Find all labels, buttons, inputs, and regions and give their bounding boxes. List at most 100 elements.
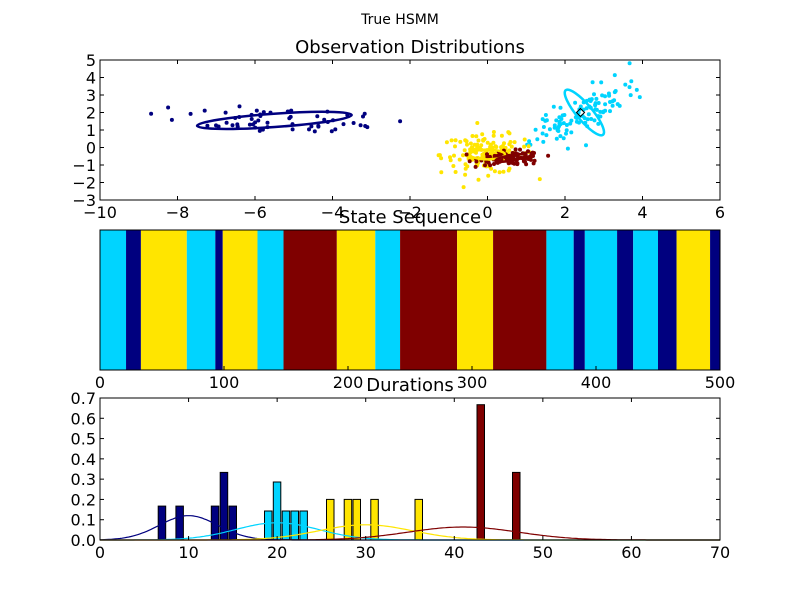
observation-point — [537, 177, 542, 182]
observation-point — [627, 61, 632, 66]
observation-point — [589, 117, 594, 121]
duration-bar — [370, 498, 379, 541]
observation-point — [463, 166, 468, 171]
observation-point — [509, 144, 514, 149]
observation-point — [543, 113, 548, 117]
observation-point — [558, 134, 563, 139]
observation-point — [561, 121, 566, 126]
observation-point — [527, 139, 532, 144]
observation-point — [309, 124, 314, 129]
observation-point — [254, 108, 259, 113]
observation-point — [444, 140, 449, 145]
state-sequence-axes-frame — [99, 229, 721, 371]
observation-point — [535, 137, 540, 142]
x-tick-label: 0 — [95, 373, 105, 392]
observation-point — [230, 123, 235, 128]
observation-point — [470, 134, 475, 138]
observation-point — [453, 144, 457, 149]
state-segment — [584, 230, 618, 370]
observation-point — [439, 156, 444, 161]
observation-point — [475, 142, 480, 147]
observation-point — [558, 105, 563, 110]
covariance-ellipse — [468, 148, 507, 161]
observation-point — [596, 101, 601, 105]
observation-point — [599, 80, 604, 85]
state-segment — [493, 230, 547, 370]
state-segment — [126, 230, 141, 370]
observation-point — [465, 142, 469, 147]
observation-point — [486, 160, 491, 165]
observation-point — [564, 123, 569, 127]
observation-point — [480, 132, 485, 137]
durations-panel: Durations 0 10 20 30 40 50 60 70 0.00.1 0.20.30.4… — [71, 375, 731, 562]
observation-point — [594, 107, 599, 112]
duration-bar — [175, 505, 184, 541]
observation-point — [499, 133, 504, 138]
x-tick-label: 300 — [457, 373, 488, 392]
observation-point — [482, 137, 487, 141]
observation-scatter-plot — [149, 61, 642, 190]
observation-point — [467, 159, 472, 164]
observation-point — [497, 170, 502, 175]
observation-point — [603, 108, 608, 113]
y-tick-label: −3 — [72, 191, 96, 210]
observation-point — [436, 153, 441, 158]
x-tick-label: 60 — [621, 543, 641, 562]
observation-point — [205, 123, 210, 128]
x-tick-label: 40 — [444, 543, 464, 562]
observation-point — [569, 130, 574, 135]
observation-point — [166, 105, 171, 110]
observation-point — [223, 110, 228, 115]
duration-bar — [228, 505, 237, 541]
durations-histogram — [99, 404, 720, 541]
observation-point — [564, 131, 568, 136]
x-tick-label: −10 — [83, 203, 117, 222]
observation-point — [623, 82, 628, 87]
x-tick-label: 100 — [209, 373, 240, 392]
observation-point — [202, 108, 207, 113]
observation-point — [531, 154, 535, 158]
observation-point — [169, 117, 174, 122]
x-tick-label: −4 — [321, 203, 345, 222]
x-tick-label: 70 — [710, 543, 730, 562]
state-segment — [186, 230, 216, 370]
observation-point — [533, 127, 538, 132]
observation-point — [249, 117, 254, 121]
observation-point — [593, 103, 598, 108]
observation-point — [541, 139, 546, 144]
duration-bar — [272, 481, 282, 541]
observation-point — [522, 137, 527, 142]
observation-point — [515, 162, 520, 167]
mean-marker — [575, 107, 586, 118]
observation-point — [606, 91, 611, 96]
x-tick-label: −8 — [166, 203, 190, 222]
observation-point — [565, 146, 570, 151]
state-segment — [140, 230, 187, 370]
observation-point — [546, 153, 551, 158]
observation-point — [560, 113, 565, 118]
observation-point — [475, 121, 480, 125]
observation-point — [524, 162, 529, 167]
duration-bar — [326, 498, 335, 541]
observation-point — [492, 162, 496, 166]
observation-distributions-panel: Observation Distributions −10 −8 −6 −4 −2 0 2 4… — [72, 37, 725, 222]
observation-point — [486, 173, 491, 178]
y-tick-label: 0.2 — [71, 490, 96, 509]
observation-point — [476, 138, 481, 143]
observation-point — [582, 116, 587, 121]
duration-bar — [343, 498, 353, 541]
observation-point — [603, 102, 608, 107]
x-tick-label: 2 — [560, 203, 570, 222]
observation-point — [491, 133, 496, 138]
observation-point — [333, 127, 338, 132]
duration-bar — [414, 498, 423, 541]
x-tick-label: 50 — [533, 543, 553, 562]
observation-point — [568, 121, 573, 126]
observation-point — [457, 157, 462, 162]
observation-point — [598, 114, 603, 119]
observation-point — [502, 141, 506, 146]
observation-point — [216, 124, 221, 129]
observation-point — [489, 166, 494, 171]
observation-point — [290, 127, 295, 132]
